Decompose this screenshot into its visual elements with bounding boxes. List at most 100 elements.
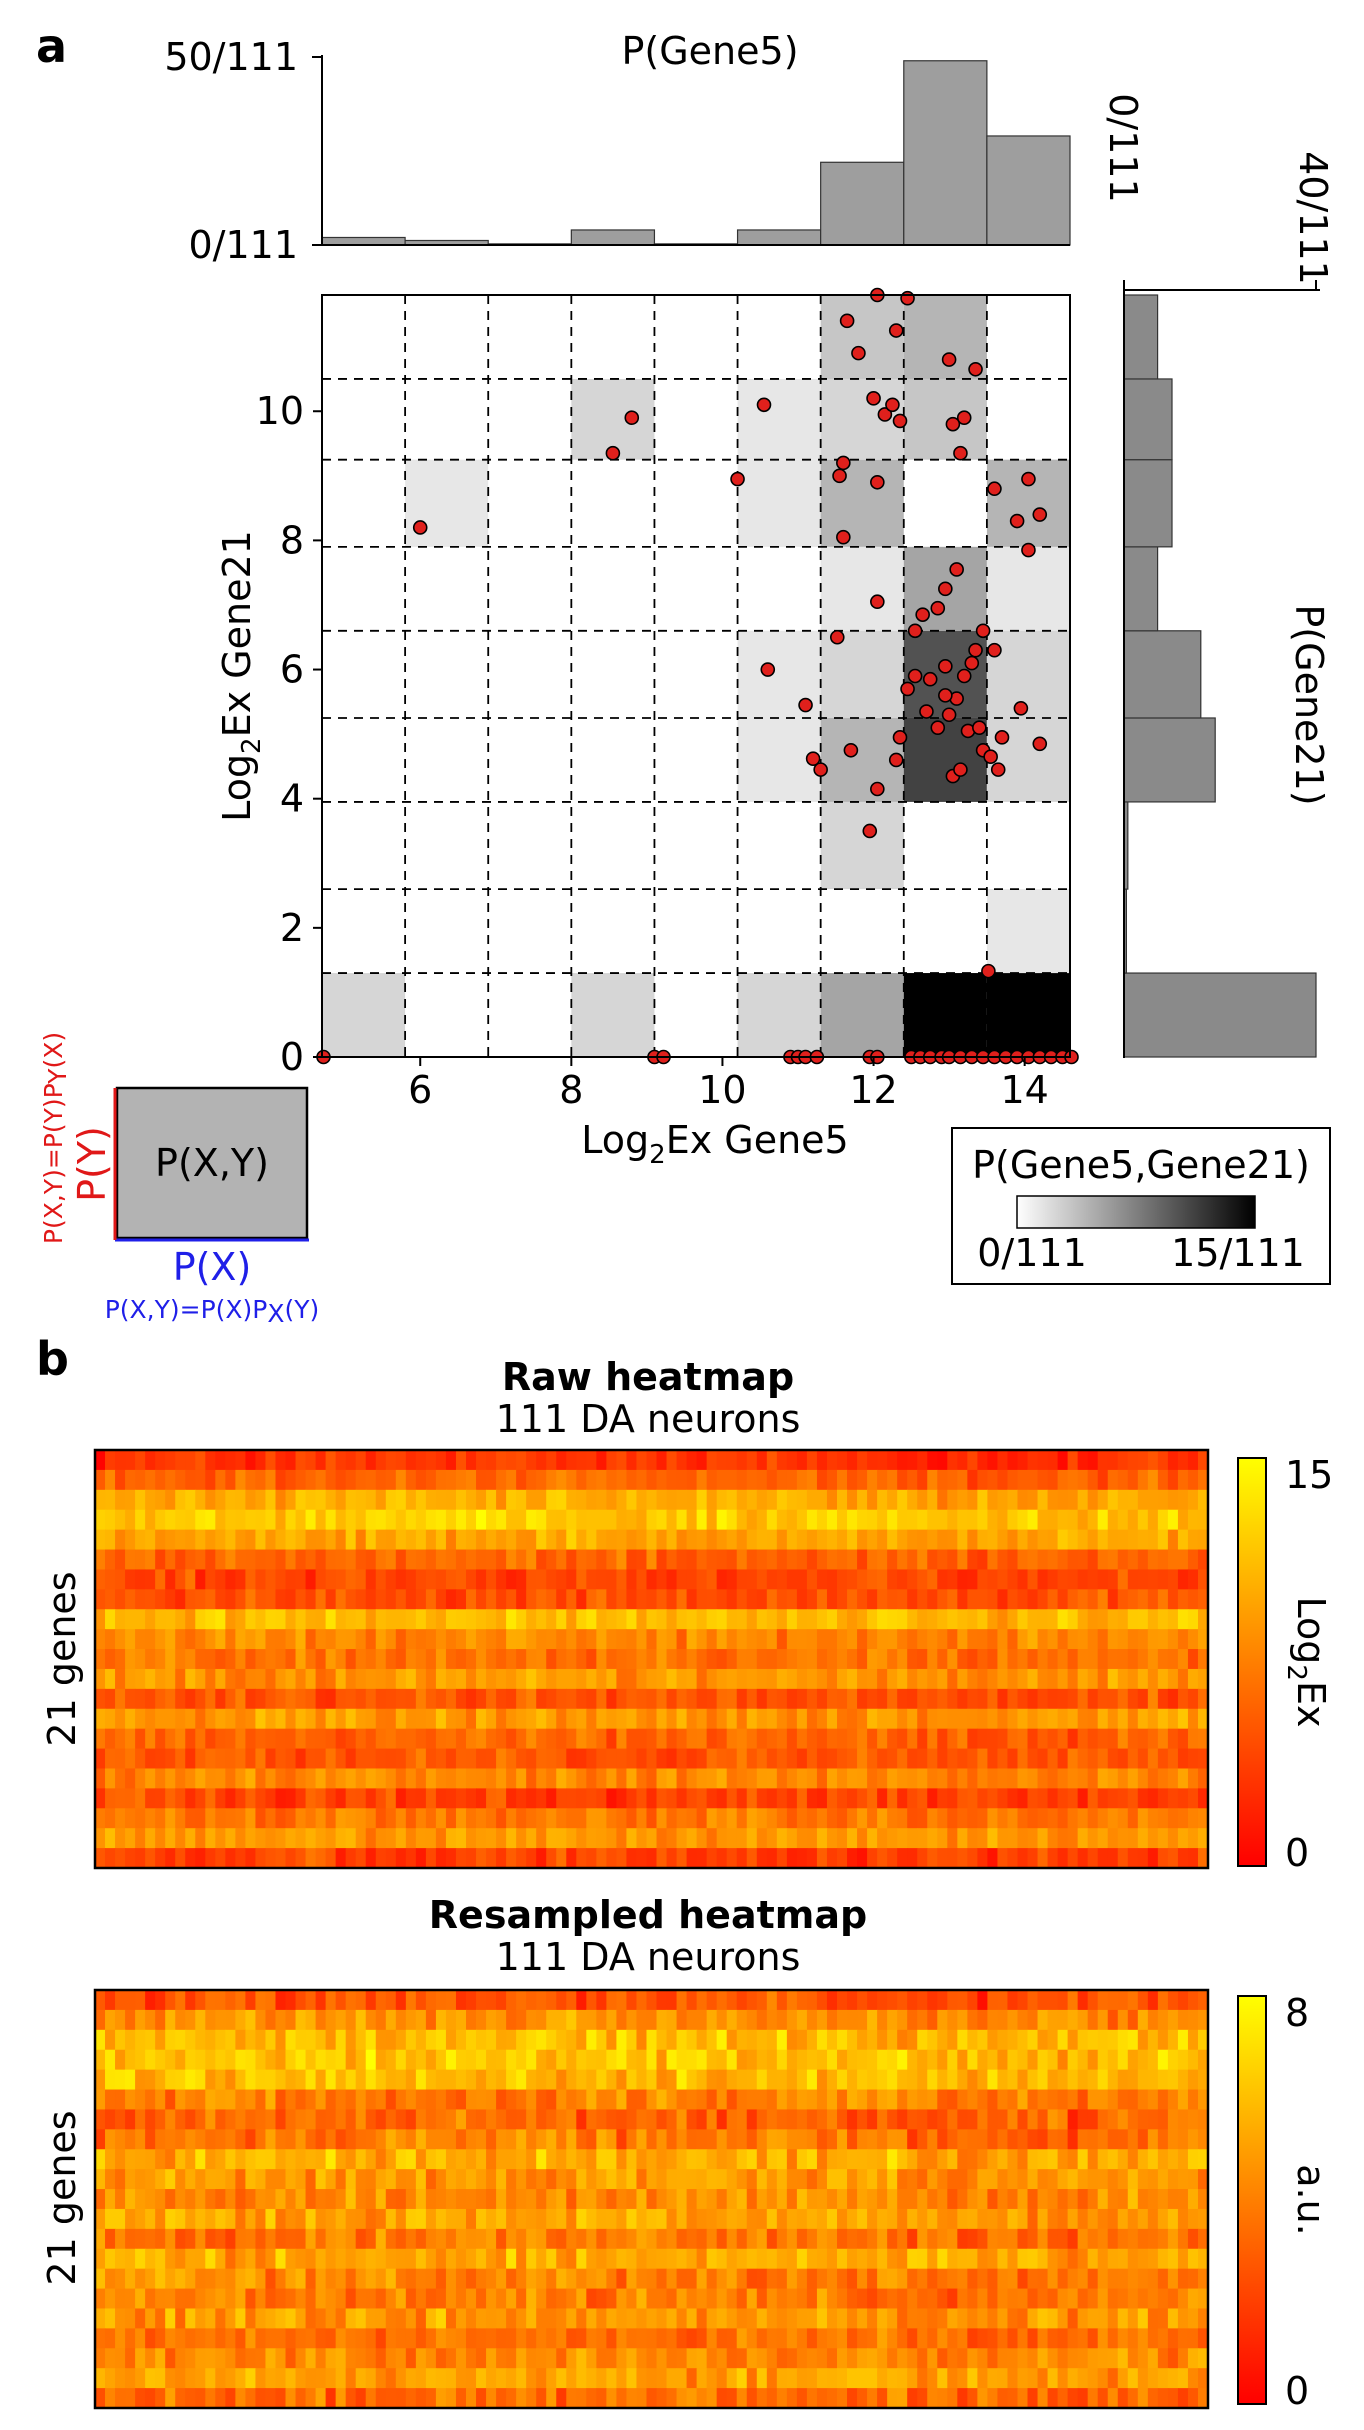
heatmap-cell (355, 1529, 367, 1551)
heatmap-cell (265, 2009, 277, 2031)
heatmap-cell (385, 1708, 397, 1730)
heatmap-cell (1067, 1708, 1079, 1730)
heatmap-cell (516, 1788, 527, 1809)
heatmap-cell (355, 2009, 367, 2031)
heatmap-cell (897, 1990, 908, 2011)
heatmap-cell (1037, 1609, 1049, 1630)
heatmap-cell (1007, 1748, 1019, 1770)
heatmap-cell (556, 1509, 567, 1531)
heatmap-cell (205, 1450, 216, 1471)
heatmap-cell (1107, 1748, 1119, 1770)
heatmap-cell (586, 2009, 597, 2031)
heatmap-cell (937, 2348, 948, 2369)
heatmap-cell (375, 2029, 387, 2051)
heatmap-cell (786, 1489, 798, 1511)
heatmap-cell (405, 2149, 417, 2170)
heatmap-cell (636, 2288, 648, 2310)
heatmap-cell (466, 2129, 477, 2150)
heatmap-cell (516, 1450, 527, 1471)
heatmap-cell (606, 2069, 618, 2091)
heatmap-cell (686, 2308, 698, 2329)
heatmap-cell (626, 1609, 638, 1630)
heatmap-cell (1067, 2109, 1079, 2130)
heatmap-cell (1087, 2348, 1099, 2369)
heatmap-cell (1097, 2189, 1109, 2210)
heatmap-cell (365, 2308, 377, 2329)
heatmap-cell (947, 1589, 958, 1610)
heatmap-cell (275, 1469, 287, 1491)
heatmap-cell (1037, 2328, 1049, 2349)
heatmap-cell (125, 1450, 136, 1471)
heatmap-cell (1057, 1728, 1069, 1750)
heatmap-cell (1147, 1649, 1159, 1670)
heatmap-cell (1157, 2208, 1169, 2230)
heatmap-cell (746, 2089, 758, 2111)
heatmap-cell (295, 2348, 307, 2369)
heatmap-cell (205, 2308, 216, 2329)
heatmap-cell (1087, 1668, 1099, 1690)
heatmap-cell (1157, 1788, 1169, 1809)
heatmap-cell (636, 2149, 648, 2170)
heatmap-cell (776, 2348, 788, 2369)
heatmap-cell (1107, 1768, 1119, 1789)
resampled-heatmap-subtitle: 111 DA neurons (496, 1935, 801, 1979)
heatmap-cell (937, 1768, 948, 1789)
heatmap-cell (907, 2049, 918, 2071)
heatmap-cell (897, 1509, 908, 1531)
heatmap-cell (786, 1788, 798, 1809)
heatmap-cell (1127, 1808, 1139, 1829)
heatmap-cell (295, 1788, 307, 1809)
heatmap-cell (1007, 2388, 1019, 2409)
heatmap-cell (455, 1768, 467, 1789)
heatmap-cell (756, 2009, 768, 2031)
joint-cell (820, 630, 904, 718)
heatmap-cell (275, 2069, 287, 2091)
heatmap-cell (345, 2328, 357, 2349)
heatmap-cell (656, 2169, 668, 2190)
heatmap-cell (1197, 2049, 1209, 2071)
heatmap-cell (776, 1708, 788, 1730)
heatmap-cell (325, 2388, 337, 2409)
heatmap-cell (195, 1609, 206, 1630)
heatmap-cell (225, 1489, 236, 1511)
heatmap-cell (1117, 2029, 1129, 2051)
heatmap-cell (1097, 2248, 1109, 2270)
heatmap-cell (726, 2169, 738, 2190)
heatmap-cell (405, 1728, 417, 1750)
heatmap-cell (1087, 2268, 1099, 2290)
heatmap-cell (385, 2109, 397, 2130)
scatter-point (862, 823, 878, 839)
heatmap-cell (335, 1748, 347, 1770)
heatmap-cell (947, 1990, 958, 2011)
heatmap-cell (466, 2169, 477, 2190)
heatmap-cell (305, 2069, 317, 2091)
heatmap-cell (1167, 2368, 1179, 2389)
heatmap-cell (1007, 2248, 1019, 2270)
heatmap-cell (686, 2129, 698, 2150)
heatmap-cell (95, 1649, 106, 1670)
heatmap-cell (235, 2208, 247, 2230)
heatmap-cell (977, 2368, 989, 2389)
heatmap-cell (576, 2189, 587, 2210)
heatmap-cell (215, 1629, 226, 1650)
heatmap-cell (115, 1808, 126, 1829)
joint-scheme-diagram: P(X,Y) P(X) P(X,Y)=P(X)PX(Y) P(Y) P(X,Y)… (39, 1032, 319, 1328)
heatmap-cell (686, 2208, 698, 2230)
heatmap-cell (847, 1828, 858, 1849)
heatmap-cell (526, 2049, 537, 2071)
heatmap-cell (736, 2228, 748, 2250)
heatmap-cell (435, 1629, 447, 1650)
heatmap-cell (536, 2129, 547, 2150)
heatmap-cell (796, 2228, 808, 2250)
heatmap-cell (887, 2388, 898, 2409)
heatmap-cell (1137, 1748, 1149, 1770)
heatmap-cell (796, 2288, 808, 2310)
heatmap-cell (295, 1629, 307, 1650)
heatmap-cell (285, 2069, 297, 2091)
heatmap-cell (155, 1748, 166, 1770)
heatmap-cell (1077, 2189, 1089, 2210)
heatmap-cell (987, 2208, 999, 2230)
heatmap-cell (415, 2009, 427, 2031)
heatmap-cell (105, 1549, 116, 1571)
heatmap-cell (1197, 1569, 1209, 1590)
